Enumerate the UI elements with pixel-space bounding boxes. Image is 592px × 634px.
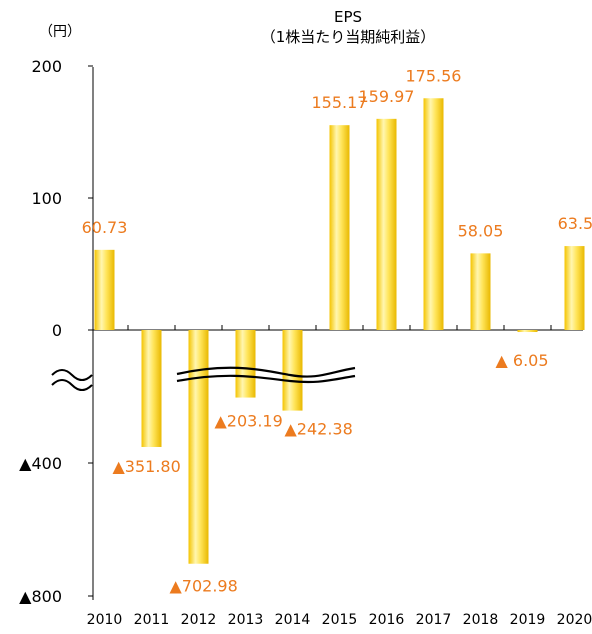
x-tick-label: 2016 [369, 612, 405, 628]
x-tick-label: 2012 [181, 612, 217, 628]
x-tick-label: 2014 [275, 612, 311, 628]
bar-2019 [517, 330, 538, 333]
data-label-2011: ▲351.80 [113, 457, 181, 476]
bar-2017 [423, 98, 444, 330]
y-unit-label: （円） [39, 24, 81, 40]
x-tick-label: 2018 [463, 612, 499, 628]
data-label-2017: 175.56 [406, 66, 462, 85]
bar-2014 [282, 330, 303, 411]
data-label-2013: ▲203.19 [215, 412, 283, 431]
bar-2011 [141, 330, 162, 447]
bar-2010 [94, 249, 115, 330]
bar-2013 [235, 330, 256, 398]
data-label-2015: 155.17 [312, 93, 368, 112]
bar-2020 [564, 246, 585, 330]
data-label-2018: 58.05 [458, 221, 504, 240]
data-label-2020: 63.57 [558, 214, 592, 233]
bar-2016 [376, 118, 397, 330]
y-axis-ticks: 200 100 0 ▲400 ▲800 [19, 57, 93, 606]
bar-2012 [188, 330, 209, 564]
y-tick-label: ▲400 [19, 454, 62, 473]
x-tick-label: 2015 [322, 612, 358, 628]
x-axis-labels: 2010 2011 2012 2013 2014 2015 2016 2017 2018 2019… [87, 612, 592, 628]
x-tick-label: 2013 [228, 612, 264, 628]
y-tick-label: 0 [52, 321, 62, 340]
data-label-2010: 60.73 [82, 218, 128, 237]
data-label-2012: ▲702.98 [170, 577, 238, 596]
data-labels: 60.73▲351.80▲702.98▲203.19 ▲242.38155.171… [82, 66, 592, 595]
x-tick-label: 2019 [510, 612, 546, 628]
x-axis-ticks [127, 325, 552, 330]
bars [94, 98, 585, 564]
bar-2018 [470, 253, 491, 330]
axis-break-symbol [51, 369, 93, 391]
bar-2015 [329, 125, 350, 330]
y-tick-label: 200 [31, 57, 62, 76]
y-tick-label: ▲800 [19, 587, 62, 606]
x-tick-label: 2011 [134, 612, 170, 628]
y-tick-label: 100 [31, 189, 62, 208]
chart-title: EPS [334, 8, 362, 26]
data-label-2014: ▲242.38 [285, 420, 353, 439]
chart-subtitle: （1株当たり当期純利益） [261, 28, 436, 46]
data-label-2019: ▲ 6.05 [496, 351, 549, 370]
data-label-2016: 159.97 [359, 87, 415, 106]
x-tick-label: 2010 [87, 612, 123, 628]
x-tick-label: 2017 [416, 612, 452, 628]
x-tick-label: 2020 [557, 612, 592, 628]
bar-break-symbol [176, 366, 356, 384]
